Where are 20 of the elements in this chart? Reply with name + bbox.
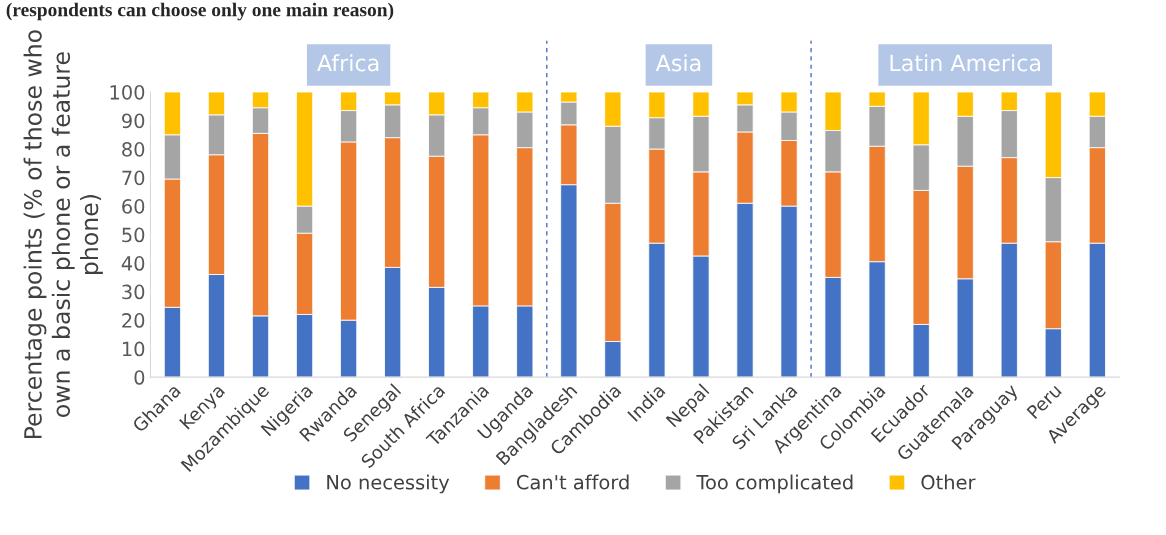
y-tick-label: 70 bbox=[122, 170, 145, 186]
y-tick-label: 10 bbox=[122, 341, 145, 357]
chart-title: (respondents can choose only one main reason) bbox=[6, 2, 394, 21]
legend-label: Too complicated bbox=[696, 474, 853, 494]
legend-label: Can't afford bbox=[516, 474, 629, 490]
legend-label: No necessity bbox=[327, 474, 450, 494]
y-tick-label: 30 bbox=[122, 284, 145, 300]
text: Africa bbox=[317, 54, 379, 72]
y-tick-label: 20 bbox=[122, 313, 145, 328]
legend-label: Other bbox=[921, 474, 976, 490]
y-tick-label: 60 bbox=[122, 199, 145, 214]
y-tick-label: 0 bbox=[134, 370, 145, 385]
y-tick-label: 40 bbox=[121, 256, 145, 271]
y-tick-label: 90 bbox=[122, 113, 145, 129]
y-tick-label: 100 bbox=[110, 84, 145, 100]
text: Asia bbox=[655, 54, 701, 72]
text: Latin America bbox=[890, 54, 1041, 72]
y-axis-title: Percentage points (% of those who own a basic phone or a feature phone) bbox=[23, 30, 103, 439]
y-tick-label: 80 bbox=[122, 142, 145, 157]
y-tick-label: 50 bbox=[122, 227, 145, 243]
